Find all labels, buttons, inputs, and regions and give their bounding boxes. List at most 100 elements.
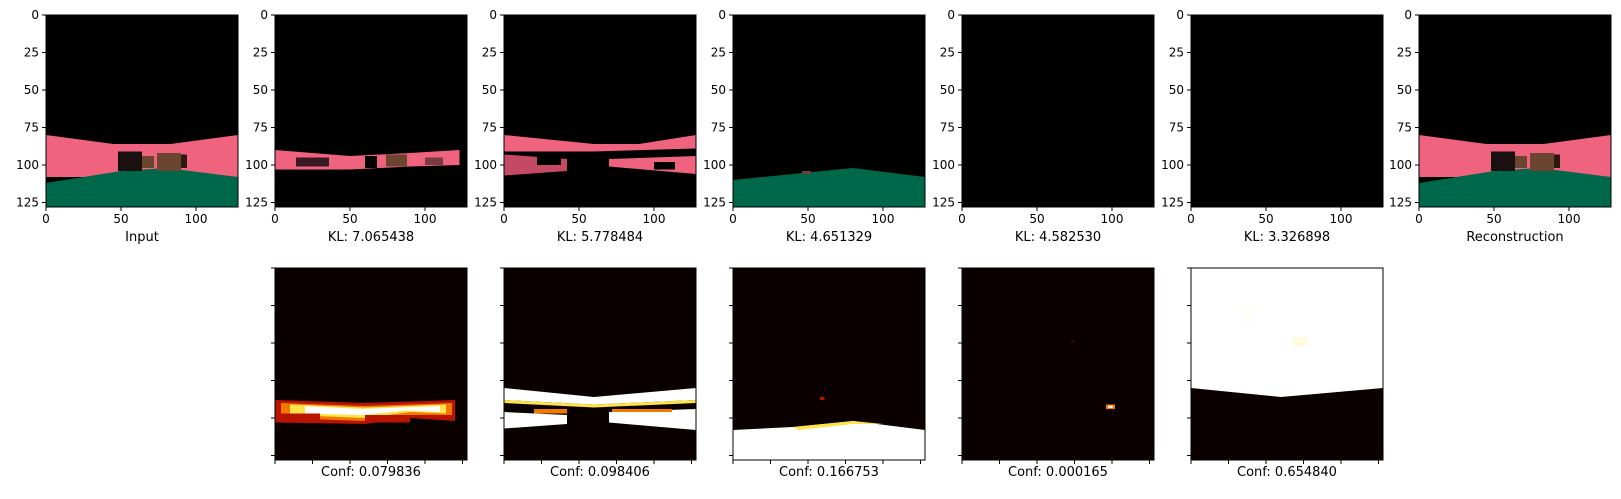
- y-tick-label: 75: [482, 121, 497, 135]
- x-tick-label: 100: [1330, 212, 1353, 226]
- conf-caption: Conf: 0.166753: [779, 465, 879, 480]
- heatmap-background: [275, 268, 467, 460]
- panel-frame: [274, 14, 468, 208]
- heat-band: [609, 409, 696, 430]
- y-tick-label: 50: [1397, 83, 1412, 97]
- conf-caption: Conf: 0.079836: [321, 465, 421, 480]
- x-tick-label: 50: [800, 212, 815, 226]
- y-tick-label: 0: [947, 8, 955, 22]
- top-panel-0: [45, 14, 239, 208]
- x-tick-label: 0: [42, 212, 50, 226]
- y-tick-label: 50: [711, 83, 726, 97]
- top-panel-3: [732, 14, 926, 208]
- obstacle-dark: [118, 151, 142, 171]
- band-shadow: [425, 157, 443, 165]
- y-tick-label: 0: [718, 8, 726, 22]
- y-tick-label: 25: [253, 46, 268, 60]
- image-background: [275, 15, 467, 207]
- y-tick-label: 100: [1389, 158, 1412, 172]
- panel-caption: KL: 4.651329: [786, 230, 872, 245]
- ground: [733, 168, 925, 207]
- y-tick-label: 25: [940, 46, 955, 60]
- x-tick-label: 50: [1258, 212, 1273, 226]
- top-panel-5: [1190, 14, 1384, 208]
- x-tick-label: 50: [571, 212, 586, 226]
- panel-frame: [1418, 14, 1612, 208]
- top-panel-1: [274, 14, 468, 208]
- heat-blob: [275, 413, 320, 423]
- panel-frame: [1190, 267, 1384, 461]
- panel-frame: [732, 14, 926, 208]
- heat-dark-region: [1191, 388, 1383, 460]
- conf-panel-0: [274, 267, 468, 461]
- x-tick-label: 0: [729, 212, 737, 226]
- y-tick-label: 100: [1161, 158, 1184, 172]
- x-tick-label: 0: [500, 212, 508, 226]
- y-tick-label: 75: [253, 121, 268, 135]
- y-tick-label: 100: [16, 158, 39, 172]
- y-tick-label: 125: [703, 196, 726, 210]
- panel-frame: [961, 267, 1155, 461]
- y-tick-label: 100: [474, 158, 497, 172]
- x-tick-label: 100: [1101, 212, 1124, 226]
- y-tick-label: 125: [1161, 196, 1184, 210]
- x-tick-label: 50: [113, 212, 128, 226]
- ground-speck: [802, 171, 811, 174]
- x-tick-label: 50: [342, 212, 357, 226]
- y-tick-label: 125: [932, 196, 955, 210]
- y-tick-label: 50: [24, 83, 39, 97]
- band-shadow: [296, 157, 329, 167]
- x-tick-label: 50: [1029, 212, 1044, 226]
- y-tick-label: 25: [1397, 46, 1412, 60]
- obstacle-shadow: [1554, 154, 1560, 168]
- panel-caption: Input: [125, 230, 159, 245]
- panel-frame: [1190, 14, 1384, 208]
- road-band: [504, 135, 696, 152]
- y-tick-label: 25: [24, 46, 39, 60]
- heat-blob: [365, 415, 410, 423]
- y-tick-label: 100: [245, 158, 268, 172]
- heat-band: [305, 406, 440, 415]
- x-tick-label: 100: [643, 212, 666, 226]
- heatmap-background: [962, 268, 1154, 460]
- top-panel-2: [503, 14, 697, 208]
- obstacle-brown: [1530, 153, 1554, 171]
- band-gap: [365, 156, 377, 168]
- panel-caption: KL: 7.065438: [328, 230, 414, 245]
- heatmap-background: [504, 268, 696, 460]
- panel-frame: [503, 267, 697, 461]
- ground: [46, 168, 238, 207]
- conf-caption: Conf: 0.000165: [1008, 465, 1108, 480]
- panel-frame: [45, 14, 239, 208]
- panel-frame: [274, 267, 468, 461]
- conf-panel-3: [961, 267, 1155, 461]
- heat-hotspot: [1108, 405, 1113, 408]
- y-tick-label: 75: [940, 121, 955, 135]
- image-background: [504, 15, 696, 207]
- obstacle-brown: [1515, 156, 1527, 168]
- heat-edge: [793, 421, 883, 430]
- y-tick-label: 100: [932, 158, 955, 172]
- y-tick-label: 125: [245, 196, 268, 210]
- band-gap: [537, 156, 561, 165]
- panel-frame: [503, 14, 697, 208]
- x-tick-label: 100: [1558, 212, 1581, 226]
- heat-faint: [1293, 337, 1308, 346]
- y-tick-label: 50: [482, 83, 497, 97]
- y-tick-label: 75: [24, 121, 39, 135]
- heat-edge: [612, 409, 672, 412]
- image-background: [1191, 15, 1383, 207]
- conf-panel-2: [732, 267, 926, 461]
- panel-frame: [961, 14, 1155, 208]
- x-tick-label: 100: [185, 212, 208, 226]
- ground: [1419, 168, 1611, 207]
- panel-caption: KL: 4.582530: [1015, 230, 1101, 245]
- panel-caption: KL: 3.326898: [1244, 230, 1330, 245]
- image-background: [962, 15, 1154, 207]
- y-tick-label: 0: [489, 8, 497, 22]
- conf-caption: Conf: 0.098406: [550, 465, 650, 480]
- y-tick-label: 125: [474, 196, 497, 210]
- y-tick-label: 50: [1169, 83, 1184, 97]
- x-tick-label: 0: [271, 212, 279, 226]
